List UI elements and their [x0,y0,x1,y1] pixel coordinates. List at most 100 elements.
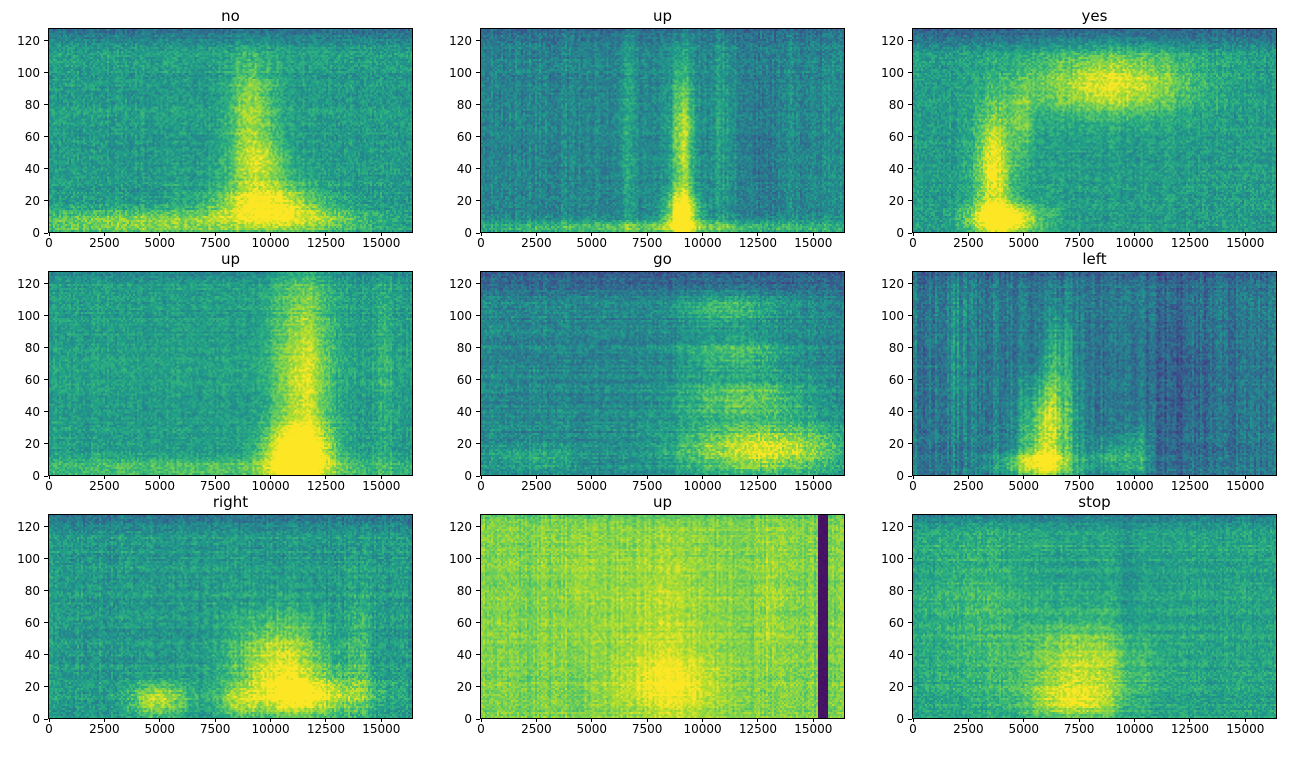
spectrogram-heatmap [49,29,412,232]
y-tick-mark [476,654,480,656]
x-tick-mark [48,718,50,722]
x-tick-mark [912,718,914,722]
y-tick-mark [44,654,48,656]
spectrogram-heatmap [481,29,844,232]
x-tick-mark [591,232,593,236]
x-axis: 0 2500 5000 7500 10000 12500 15000 [45,475,412,495]
x-axis: 0 2500 5000 7500 10000 12500 15000 [477,718,844,738]
x-tick-mark [480,232,482,236]
y-tick-mark [908,40,912,42]
y-tick-label: 80 [456,583,472,598]
y-tick-mark [476,686,480,688]
y-tick-label: 120 [449,276,472,291]
x-tick-label: 0 [477,722,485,736]
x-tick-mark [912,232,914,236]
x-tick-mark [591,475,593,479]
y-tick-mark [44,72,48,74]
x-tick-label: 0 [45,236,53,250]
y-tick-mark [44,315,48,317]
x-tick-mark [812,232,814,236]
x-tick-mark [325,475,327,479]
x-tick-mark [103,475,105,479]
y-tick-label: 60 [24,129,40,144]
x-tick-mark [1134,718,1136,722]
y-axis: 0 20 40 60 80 100 120 [4,514,48,726]
x-tick-mark [159,232,161,236]
y-tick-label: 60 [888,615,904,630]
plot-area: 0 2500 5000 7500 10000 12500 15000 [477,514,845,736]
x-tick-mark [912,475,914,479]
x-tick-mark [1023,475,1025,479]
y-tick-mark [476,315,480,317]
x-tick-mark [535,232,537,236]
x-tick-label: 5000 [144,236,176,250]
y-tick-label: 20 [24,436,40,451]
spectrogram-subplot: no 0 20 40 60 80 100 120 0 2500 5000 7500 10000 125… [4,6,436,250]
spectrogram-subplot: stop 0 20 40 60 80 100 120 0 2500 5000 7500 10000 1… [868,492,1296,736]
y-tick-mark [476,526,480,528]
x-tick-label: 0 [909,722,917,736]
x-tick-mark [1134,475,1136,479]
y-tick-label: 20 [888,193,904,208]
y-tick-mark [908,200,912,202]
y-tick-mark [476,718,480,720]
y-tick-label: 40 [456,404,472,419]
y-tick-label: 100 [881,308,904,323]
y-axis: 0 20 40 60 80 100 120 [868,514,912,726]
y-tick-label: 80 [888,583,904,598]
y-tick-label: 20 [888,436,904,451]
x-tick-mark [757,232,759,236]
y-tick-mark [908,590,912,592]
x-tick-mark [646,232,648,236]
x-tick-label: 5000 [576,479,608,493]
x-tick-mark [380,475,382,479]
x-tick-label: 2500 [953,479,984,493]
y-tick-mark [908,136,912,138]
y-axis: 0 20 40 60 80 100 120 [868,28,912,240]
y-tick-label: 80 [888,97,904,112]
x-tick-label: 15000 [1226,479,1265,493]
x-tick-label: 0 [909,479,917,493]
subplot-title: left [1082,250,1107,268]
x-tick-label: 15000 [794,479,833,493]
x-tick-label: 12500 [306,722,346,736]
y-axis: 0 20 40 60 80 100 120 [868,271,912,483]
y-tick-label: 0 [896,469,904,483]
x-tick-label: 12500 [306,479,346,493]
x-tick-mark [214,232,216,236]
spectrogram-subplot: go 0 20 40 60 80 100 120 0 2500 5000 7500 10000 125… [436,249,868,493]
x-tick-mark [1078,232,1080,236]
x-tick-mark [812,718,814,722]
subplot-title: up [652,7,673,25]
y-tick-mark [44,200,48,202]
x-tick-mark [480,718,482,722]
x-tick-label: 2500 [521,479,552,493]
x-tick-mark [535,718,537,722]
x-tick-mark [48,475,50,479]
x-tick-mark [1023,718,1025,722]
spectrogram-heatmap [913,515,1276,718]
x-tick-mark [967,718,969,722]
y-tick-mark [908,104,912,106]
x-tick-label: 15000 [362,722,401,736]
x-tick-label: 12500 [738,479,778,493]
y-tick-mark [476,283,480,285]
x-axis: 0 2500 5000 7500 10000 12500 15000 [909,475,1276,495]
x-tick-label: 15000 [794,236,833,250]
x-tick-label: 2500 [89,722,120,736]
y-tick-label: 120 [17,276,40,291]
y-tick-label: 60 [888,129,904,144]
y-tick-label: 40 [888,647,904,662]
plot-area: 0 2500 5000 7500 10000 12500 15000 [45,28,413,250]
y-tick-label: 0 [896,712,904,726]
y-tick-label: 20 [456,679,472,694]
x-axis: 0 2500 5000 7500 10000 12500 15000 [477,232,844,252]
spectrogram-subplot: left 0 20 40 60 80 100 120 0 2500 5000 7500 10000 1… [868,249,1296,495]
y-tick-label: 40 [456,161,472,176]
y-tick-mark [908,686,912,688]
x-tick-label: 15000 [1226,722,1265,736]
spectrogram-subplot: up 0 20 40 60 80 100 120 0 2500 5000 7500 10000 125… [436,492,868,736]
x-tick-mark [757,475,759,479]
y-tick-mark [44,232,48,234]
x-tick-label: 5000 [1008,236,1040,250]
